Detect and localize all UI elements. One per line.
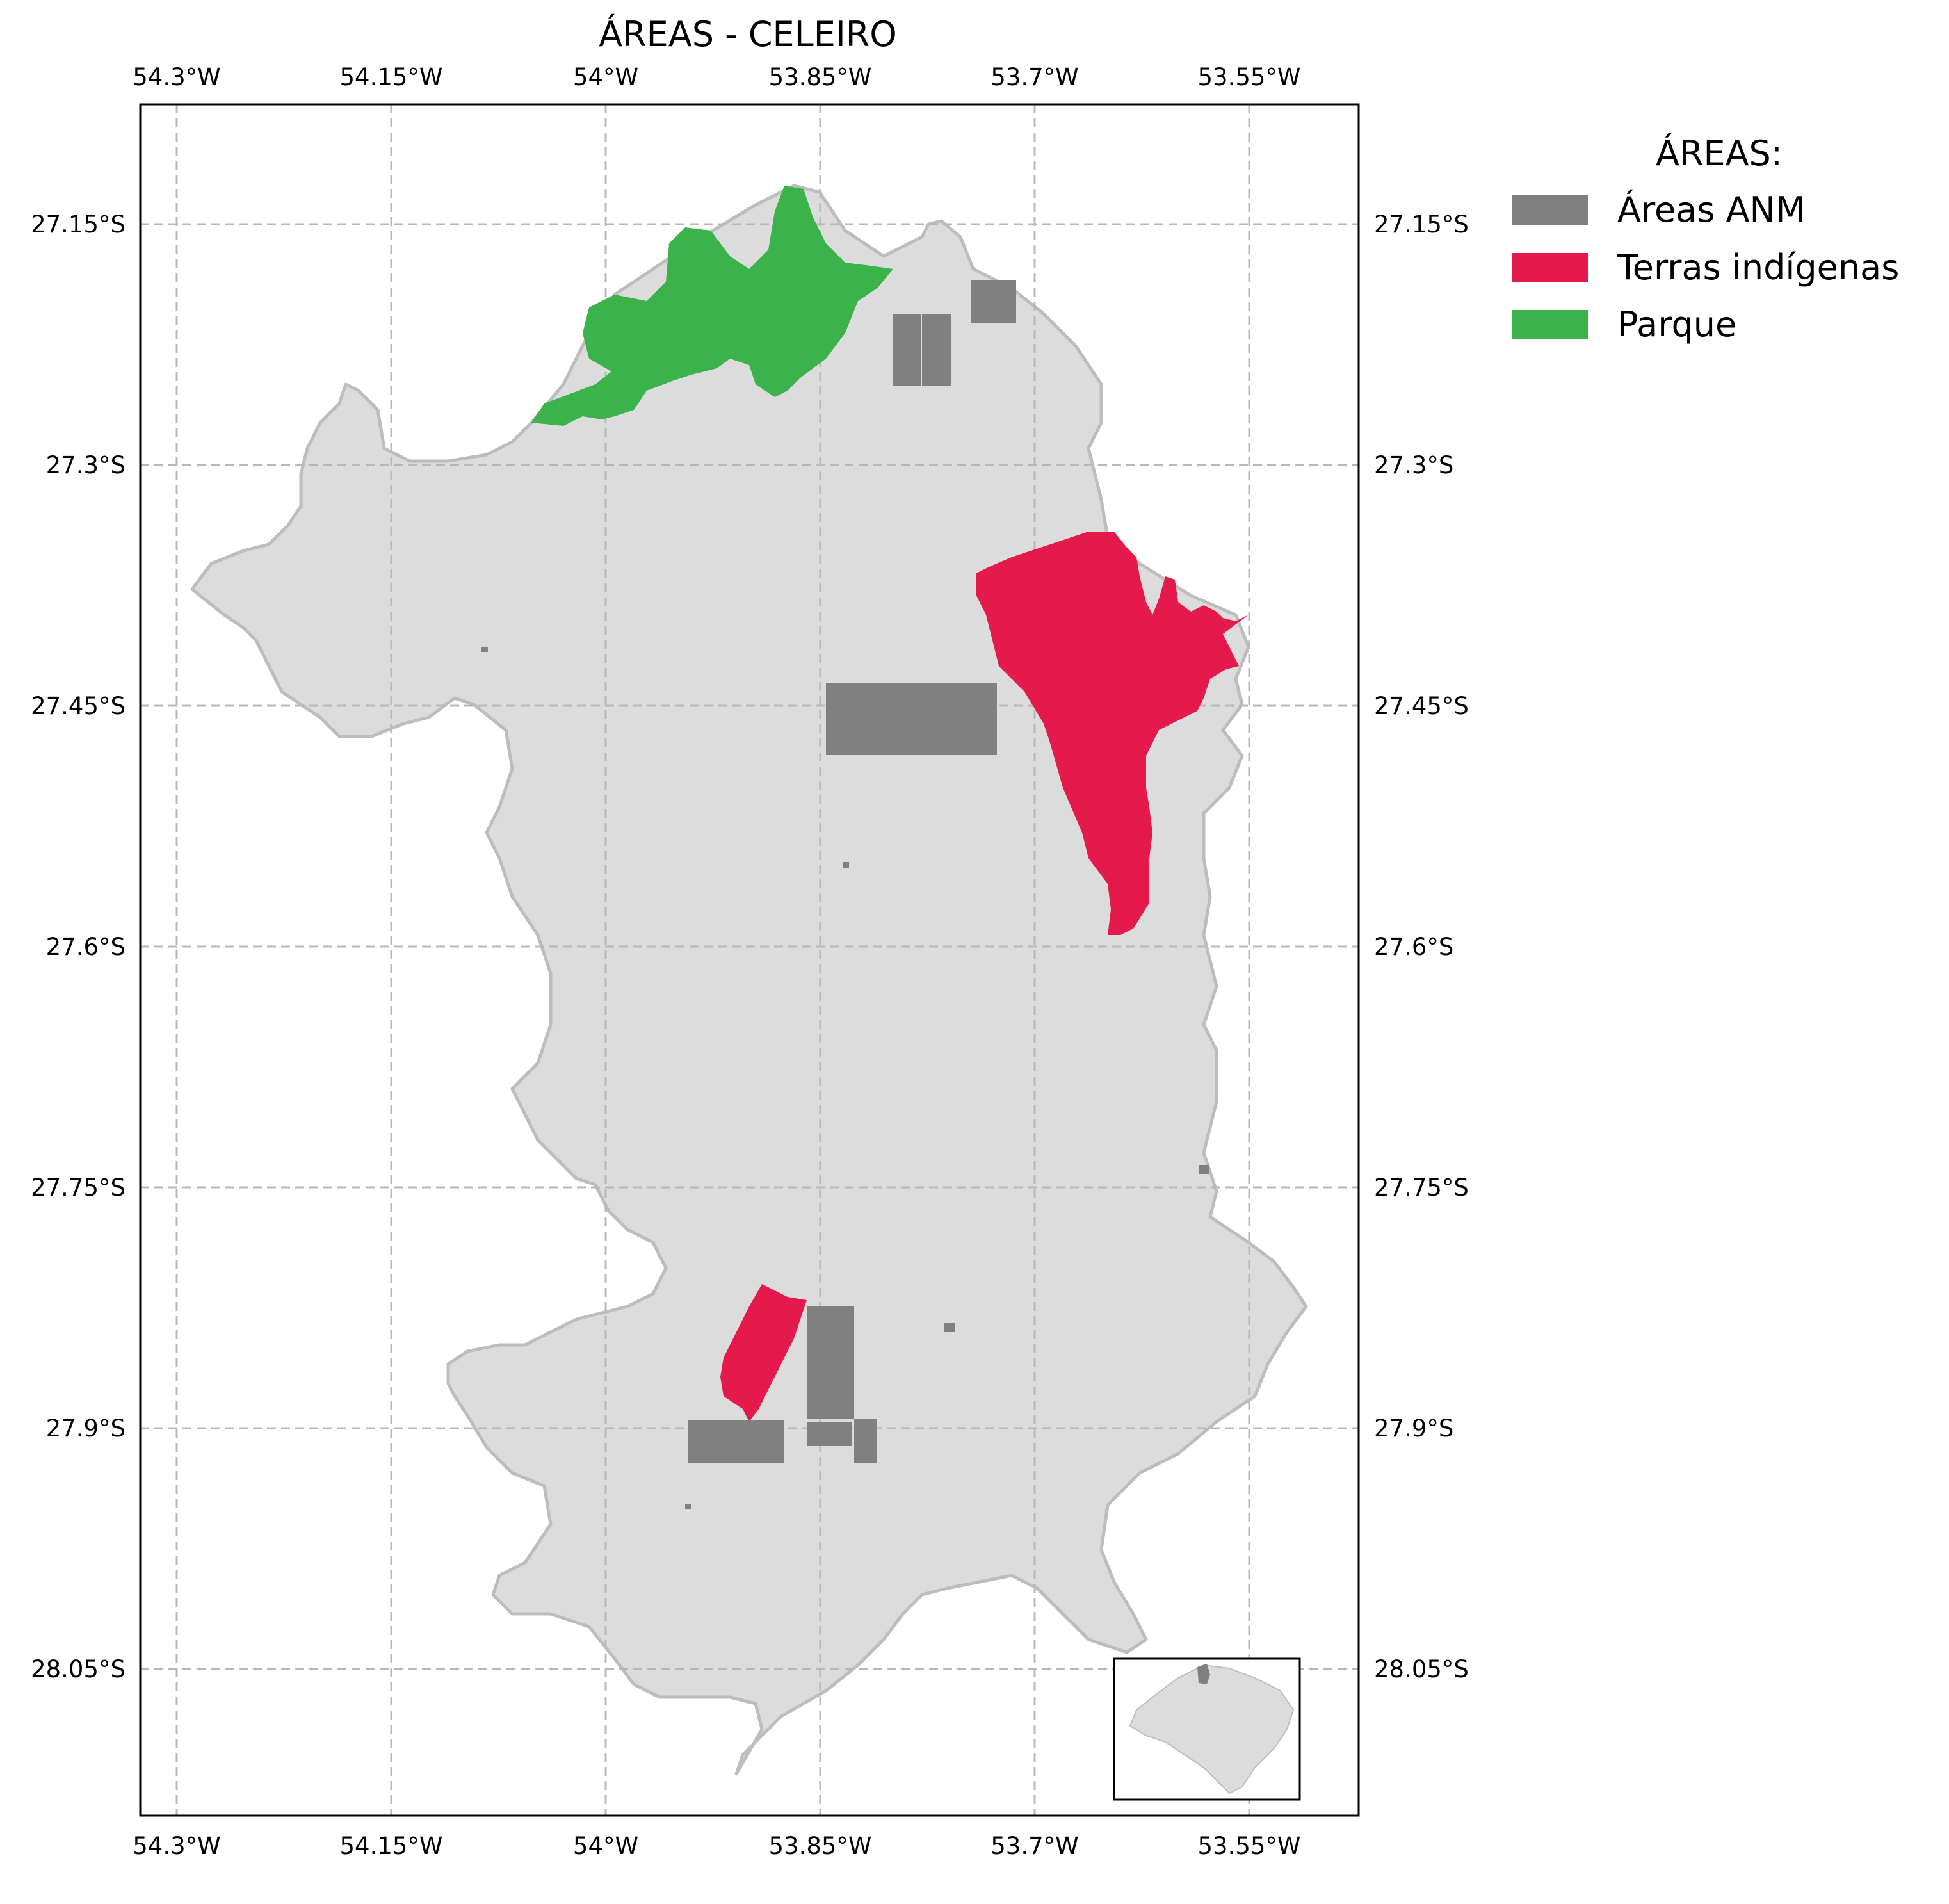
lon-label: 53.7°W xyxy=(991,1832,1078,1860)
lat-label: 27.15°S xyxy=(1374,211,1469,238)
right-lat-labels: 27.15°S 27.3°S 27.45°S 27.6°S 27.75°S 27… xyxy=(1374,211,1469,1683)
legend-swatch-anm xyxy=(1512,195,1588,225)
legend-swatch-indigenous xyxy=(1512,253,1588,282)
top-lon-labels: 54.3°W 54.15°W 54°W 53.85°W 53.7°W 53.55… xyxy=(133,63,1300,91)
legend-label-park: Parque xyxy=(1617,304,1736,345)
anm-area xyxy=(688,1420,784,1463)
lat-label: 27.9°S xyxy=(1374,1415,1453,1442)
lat-label: 27.3°S xyxy=(1374,452,1453,479)
lon-label: 53.85°W xyxy=(768,1832,871,1860)
anm-area xyxy=(944,1323,955,1332)
legend-swatch-park xyxy=(1512,310,1588,339)
anm-area xyxy=(807,1422,852,1446)
anm-area xyxy=(481,647,488,652)
anm-area xyxy=(807,1306,854,1419)
left-lat-labels: 27.15°S 27.3°S 27.45°S 27.6°S 27.75°S 27… xyxy=(31,211,125,1683)
lat-label: 27.45°S xyxy=(31,692,125,720)
lat-label: 27.75°S xyxy=(1374,1174,1469,1201)
map-frame xyxy=(139,103,1360,1817)
bottom-lon-labels: 54.3°W 54.15°W 54°W 53.85°W 53.7°W 53.55… xyxy=(133,1832,1300,1860)
lon-label: 54°W xyxy=(573,63,638,91)
anm-area xyxy=(826,683,884,755)
map-title: ÁREAS - CELEIRO xyxy=(599,14,897,54)
indigenous-polygon-south xyxy=(720,1284,807,1422)
anm-areas xyxy=(481,280,1209,1509)
lat-label: 27.15°S xyxy=(31,211,125,238)
inset-state-outline xyxy=(1129,1664,1295,1794)
indigenous-polygon-northeast xyxy=(976,532,1249,935)
lat-label: 27.9°S xyxy=(46,1415,125,1442)
lon-label: 54.3°W xyxy=(133,63,220,91)
lat-label: 28.05°S xyxy=(1374,1656,1469,1683)
inset-region-highlight xyxy=(1197,1664,1210,1684)
lon-label: 54.15°W xyxy=(339,63,442,91)
gridlines-lon xyxy=(175,104,1250,1816)
anm-area xyxy=(685,1504,691,1509)
lon-label: 53.55°W xyxy=(1197,1832,1300,1860)
lon-label: 53.85°W xyxy=(768,63,871,91)
lat-label: 27.6°S xyxy=(1374,933,1453,961)
lat-label: 28.05°S xyxy=(31,1656,125,1683)
legend: ÁREAS: Áreas ANM Terras indígenas Parque xyxy=(1512,133,1899,345)
anm-area xyxy=(971,280,1016,323)
anm-area xyxy=(1199,1165,1209,1174)
legend-label-anm: Áreas ANM xyxy=(1617,190,1806,230)
lat-label: 27.45°S xyxy=(1374,692,1469,720)
legend-label-indigenous: Terras indígenas xyxy=(1617,247,1899,288)
lon-label: 54.3°W xyxy=(133,1832,220,1860)
lat-label: 27.75°S xyxy=(31,1174,125,1201)
lat-label: 27.6°S xyxy=(46,933,125,961)
lon-label: 53.55°W xyxy=(1197,63,1300,91)
inset-locator-map xyxy=(1113,1657,1301,1801)
lat-label: 27.3°S xyxy=(46,452,125,479)
legend-title: ÁREAS: xyxy=(1656,133,1783,174)
park-polygon xyxy=(531,186,893,426)
anm-area xyxy=(843,862,849,868)
lon-label: 53.7°W xyxy=(991,63,1078,91)
anm-area xyxy=(854,1419,877,1463)
lon-label: 54°W xyxy=(573,1832,638,1860)
anm-area xyxy=(893,314,921,386)
anm-area xyxy=(884,683,997,755)
anm-area xyxy=(922,314,951,386)
lon-label: 54.15°W xyxy=(339,1832,442,1860)
